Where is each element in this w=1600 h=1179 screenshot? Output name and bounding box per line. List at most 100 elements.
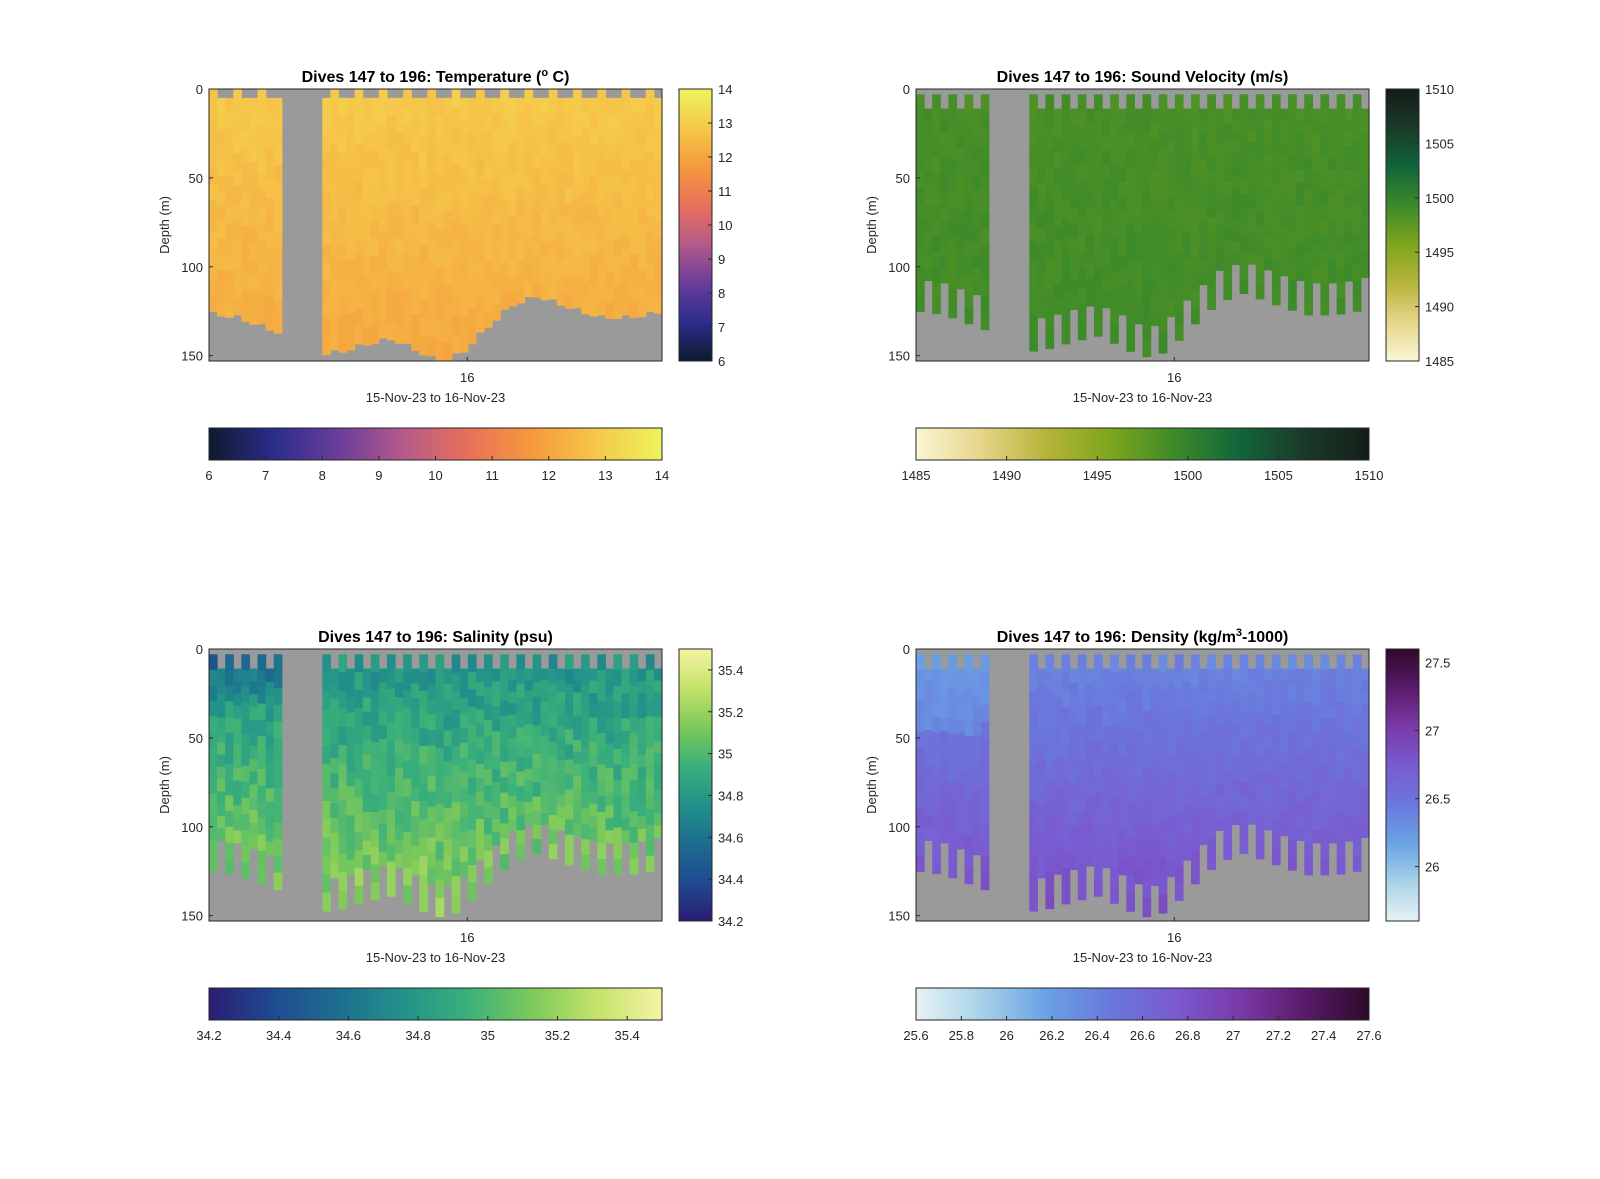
heatmap-cell — [1320, 299, 1330, 316]
heatmap-cell — [548, 193, 558, 210]
heatmap-cell — [354, 107, 364, 126]
heatmap-cell — [1280, 799, 1289, 813]
heatmap-cell — [500, 151, 509, 169]
heatmap-cell — [338, 97, 348, 117]
heatmap-cell — [492, 161, 501, 178]
heatmap-cell — [1352, 218, 1362, 235]
heatmap-cell — [532, 211, 542, 227]
heatmap-cell — [589, 693, 598, 706]
heatmap-cell — [1150, 201, 1160, 218]
right-colorbar-tick-label: 1485 — [1425, 354, 1454, 369]
heatmap-cell — [532, 654, 542, 670]
heatmap-cell — [1085, 851, 1095, 867]
heatmap-cell — [395, 238, 404, 257]
heatmap-cell — [1255, 829, 1265, 845]
heatmap-cell — [980, 178, 990, 196]
heatmap-cell — [1271, 819, 1281, 836]
heatmap-cell — [1150, 278, 1160, 296]
heatmap-cell — [956, 147, 966, 161]
heatmap-cell — [1312, 668, 1322, 682]
heatmap-cell — [1231, 724, 1241, 736]
heatmap-cell — [940, 220, 949, 234]
heatmap-cell — [395, 255, 404, 274]
heatmap-cell — [1296, 206, 1305, 220]
heatmap-cell — [1231, 208, 1241, 221]
heatmap-cell — [556, 691, 566, 704]
heatmap-cell — [338, 188, 348, 208]
heatmap-cell — [581, 793, 590, 810]
heatmap-cell — [508, 142, 517, 158]
heatmap-cell — [395, 682, 404, 698]
heatmap-cell — [346, 259, 356, 279]
heatmap-cell — [241, 654, 251, 671]
heatmap-cell — [1077, 164, 1087, 183]
heatmap-cell — [265, 180, 275, 199]
heatmap-cell — [386, 322, 396, 341]
heatmap-cell — [241, 797, 251, 815]
heatmap-cell — [1069, 855, 1079, 871]
heatmap-cell — [467, 777, 477, 796]
heatmap-cell — [964, 274, 974, 292]
heatmap-cell — [322, 837, 331, 857]
heatmap-cell — [451, 164, 461, 184]
heatmap-cell — [322, 134, 331, 154]
heatmap-cell — [403, 306, 412, 326]
heatmap-cell — [1166, 271, 1176, 288]
heatmap-cell — [581, 113, 590, 130]
heatmap-cell — [1191, 850, 1200, 868]
heatmap-cell — [395, 825, 404, 840]
heatmap-cell — [1199, 221, 1208, 235]
heatmap-cell — [556, 818, 566, 831]
heatmap-cell — [564, 654, 574, 670]
heatmap-cell — [1150, 232, 1160, 249]
heatmap-cell — [924, 754, 933, 768]
heatmap-cell — [653, 765, 663, 778]
heatmap-cell — [1166, 197, 1176, 214]
heatmap-cell — [1296, 705, 1305, 719]
heatmap-cell — [475, 723, 485, 738]
heatmap-cell — [605, 192, 615, 209]
heatmap-cell — [419, 654, 429, 674]
heatmap-cell — [1352, 700, 1362, 717]
heatmap-cell — [378, 213, 388, 232]
heatmap-cell — [1215, 668, 1224, 681]
heatmap-cell — [1061, 689, 1071, 709]
heatmap-cell — [980, 279, 990, 297]
heatmap-cell — [540, 270, 550, 286]
heatmap-cell — [972, 681, 982, 696]
heatmap-cell — [330, 758, 340, 774]
heatmap-cell — [265, 801, 275, 816]
heatmap-cell — [1199, 271, 1208, 286]
heatmap-cell — [330, 728, 340, 744]
heatmap-cell — [613, 859, 623, 876]
heatmap-cell — [1174, 94, 1184, 113]
heatmap-cell — [1150, 854, 1160, 871]
heatmap-cell — [411, 683, 420, 699]
heatmap-cell — [1336, 219, 1346, 237]
heatmap-cell — [589, 97, 598, 115]
heatmap-cell — [956, 720, 966, 734]
heatmap-cell — [653, 297, 663, 314]
heatmap-cell — [322, 727, 331, 747]
plot-frame — [915, 88, 1370, 362]
heatmap-cell — [1158, 857, 1168, 877]
heatmap-cell — [932, 109, 941, 127]
heatmap-cell — [956, 732, 966, 747]
bottom-colorbar-tick-label: 14 — [655, 468, 669, 483]
heatmap-cell — [1255, 756, 1265, 772]
heatmap-cell — [980, 211, 990, 230]
heatmap-cell — [1158, 168, 1168, 188]
heatmap-cell — [419, 691, 429, 710]
heatmap-cell — [209, 747, 218, 764]
heatmap-cell — [629, 811, 639, 828]
heatmap-cell — [1199, 158, 1208, 173]
heatmap-cell — [241, 241, 251, 259]
heatmap-cell — [1150, 838, 1160, 856]
heatmap-cell — [378, 710, 388, 726]
heatmap-cell — [1312, 133, 1322, 147]
heatmap-cell — [435, 303, 445, 324]
heatmap-cell — [1239, 108, 1249, 124]
heatmap-cell — [972, 841, 982, 856]
heatmap-cell — [1102, 839, 1111, 855]
heatmap-cell — [1061, 112, 1071, 131]
